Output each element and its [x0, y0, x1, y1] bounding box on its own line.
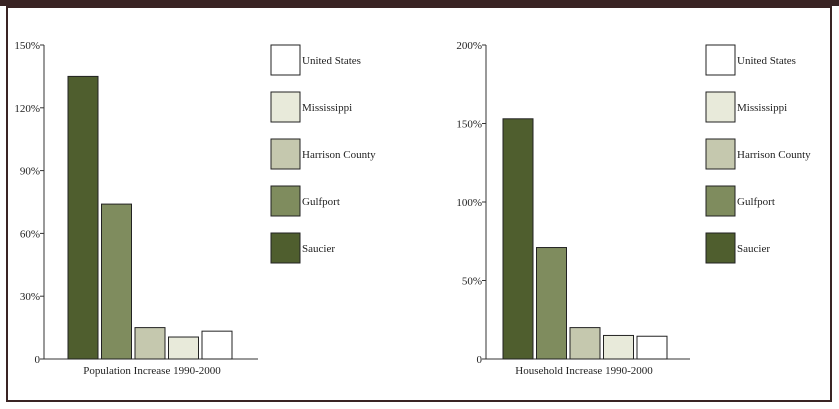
- population-y-tick-label: 90%: [20, 166, 40, 178]
- population-bar-harrison-county: [134, 327, 166, 360]
- population-legend-label: Mississippi: [302, 102, 352, 114]
- population-y-tick-label: 120%: [14, 103, 40, 115]
- household-bar-gulfport: [536, 247, 567, 360]
- population-bar-gulfport: [101, 203, 132, 360]
- household-legend-swatch: [705, 91, 736, 123]
- population-y-tick-label: 30%: [20, 291, 40, 303]
- population-legend-label: Harrison County: [302, 149, 376, 161]
- household-legend-swatch: [705, 185, 736, 217]
- population-bar-mississippi: [168, 336, 199, 360]
- household-legend-swatch: [705, 232, 736, 264]
- household-y-tick-label: 150%: [456, 119, 482, 131]
- household-y-tick-label: 0: [477, 354, 483, 366]
- population-y-tick-label: 150%: [14, 40, 40, 52]
- population-legend-label: United States: [302, 55, 361, 67]
- population-legend-label: Gulfport: [302, 196, 340, 208]
- household-legend-label: Harrison County: [737, 149, 811, 161]
- household-y-tick-label: 50%: [462, 276, 482, 288]
- population-y-tick-label: 0: [35, 354, 41, 366]
- household-x-axis-label: Household Increase 1990-2000: [515, 365, 653, 377]
- population-legend-swatch: [270, 138, 301, 170]
- population-legend-swatch: [270, 91, 301, 123]
- household-y-tick-label: 100%: [456, 197, 482, 209]
- household-bar-harrison-county: [569, 327, 601, 360]
- household-legend-label: Saucier: [737, 243, 770, 255]
- household-legend-label: Gulfport: [737, 196, 775, 208]
- top-border-strip: [0, 0, 839, 6]
- population-legend-swatch: [270, 185, 301, 217]
- household-bar-united-states: [636, 335, 668, 360]
- figure-frame: [6, 6, 832, 402]
- household-bar-mississippi: [603, 334, 634, 360]
- population-bar-united-states: [201, 330, 233, 360]
- population-legend-swatch: [270, 232, 301, 264]
- population-bar-saucier: [67, 75, 99, 360]
- population-x-axis-label: Population Increase 1990-2000: [83, 365, 221, 377]
- household-legend-swatch: [705, 138, 736, 170]
- household-legend-label: United States: [737, 55, 796, 67]
- household-bar-saucier: [502, 118, 534, 360]
- population-y-tick-label: 60%: [20, 228, 40, 240]
- household-legend-label: Mississippi: [737, 102, 787, 114]
- population-legend-swatch: [270, 44, 301, 76]
- household-legend-swatch: [705, 44, 736, 76]
- population-legend-label: Saucier: [302, 243, 335, 255]
- household-y-tick-label: 200%: [456, 40, 482, 52]
